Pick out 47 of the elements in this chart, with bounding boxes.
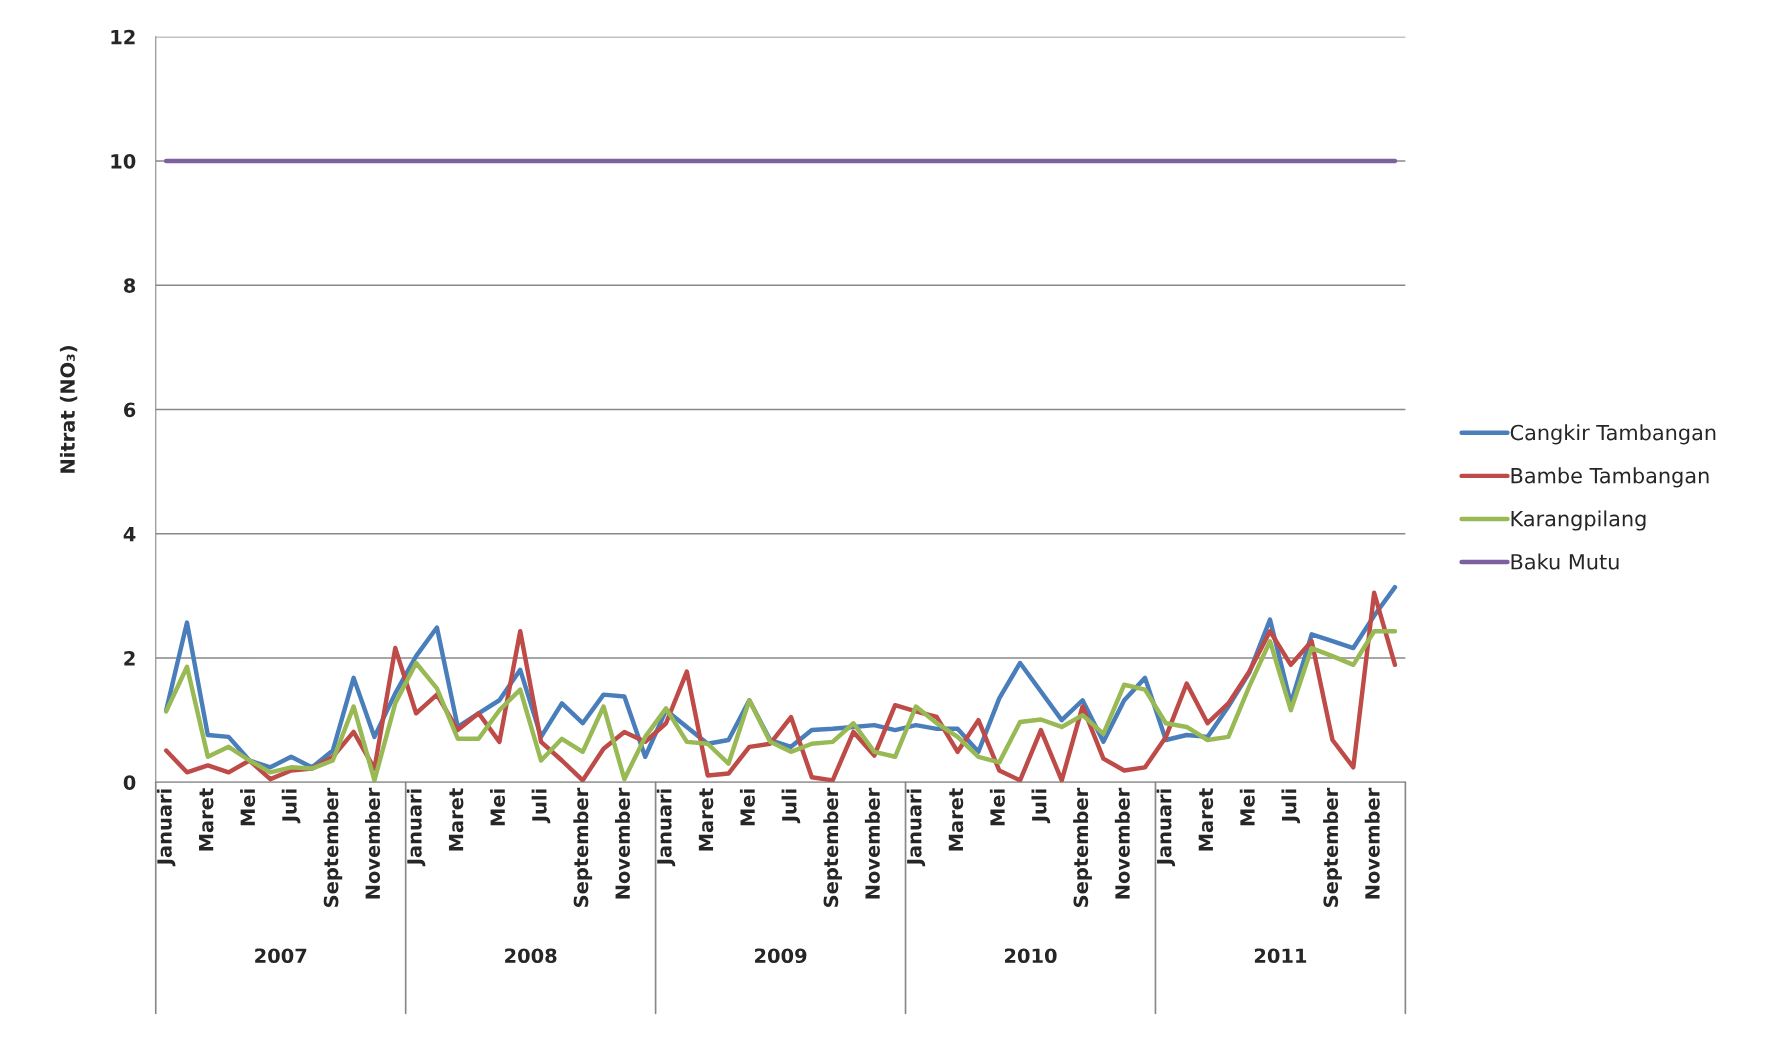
legend-label: Karangpilang — [1511, 510, 1646, 531]
x-tick-label: Maret — [199, 788, 214, 851]
y-tick-label: 6 — [123, 402, 136, 418]
x-tick-label: September — [823, 787, 843, 907]
x-tick-label: September — [1073, 787, 1092, 907]
x-tick-label: Maret — [1198, 788, 1214, 851]
x-tick-label: Januari — [656, 789, 676, 867]
x-tick-label: September — [573, 787, 593, 907]
x-tick-label: Mei — [989, 789, 1005, 826]
text: 2011 — [1254, 948, 1307, 964]
y-tick-label: 0 — [123, 775, 136, 790]
x-tick-label: September — [1323, 787, 1342, 907]
x-tick-label: Juli — [281, 789, 301, 824]
x-tick-label: November — [864, 787, 880, 899]
legend-label: Bambe Tambangan — [1511, 467, 1709, 488]
x-tick-label: November — [614, 787, 631, 899]
x-tick-label: Januari — [906, 789, 926, 867]
x-tick-label: Mei — [739, 789, 755, 826]
x-tick-label: Juli — [1281, 789, 1301, 824]
legend-label: Cangkir Tambangan — [1510, 424, 1716, 445]
x-tick-label: November — [365, 787, 381, 899]
x-tick-label: Januari — [156, 789, 176, 867]
y-tick-label: 4 — [123, 526, 136, 542]
x-tick-label: Juli — [781, 789, 801, 824]
x-tick-label: Maret — [698, 788, 714, 851]
x-tick-label: November — [1364, 787, 1380, 899]
x-tick-label: Maret — [948, 788, 964, 851]
x-tick-label: November — [1114, 787, 1130, 899]
y-axis-title: Nitrat (NO₃) — [59, 346, 78, 473]
x-tick-label: Juli — [1031, 789, 1051, 824]
y-tick-label: 10 — [111, 153, 136, 169]
y-tick-label: 12 — [111, 29, 135, 45]
y-tick-label: 8 — [123, 278, 136, 293]
text: 2009 — [755, 948, 807, 964]
x-tick-label: Januari — [406, 789, 426, 867]
text: 2007 — [255, 948, 307, 964]
x-tick-label: Mei — [1239, 789, 1255, 826]
x-tick-label: Mei — [240, 789, 256, 826]
text: 2010 — [1004, 948, 1057, 964]
x-tick-label: Juli — [531, 789, 551, 824]
x-tick-label: September — [323, 787, 343, 907]
x-tick-label: Maret — [448, 788, 464, 851]
x-tick-label: Mei — [490, 789, 506, 826]
text: 2008 — [505, 948, 557, 964]
x-tick-label: Januari — [1156, 789, 1176, 867]
y-tick-label: 2 — [124, 650, 135, 666]
legend-label: Baku Mutu — [1511, 553, 1619, 570]
